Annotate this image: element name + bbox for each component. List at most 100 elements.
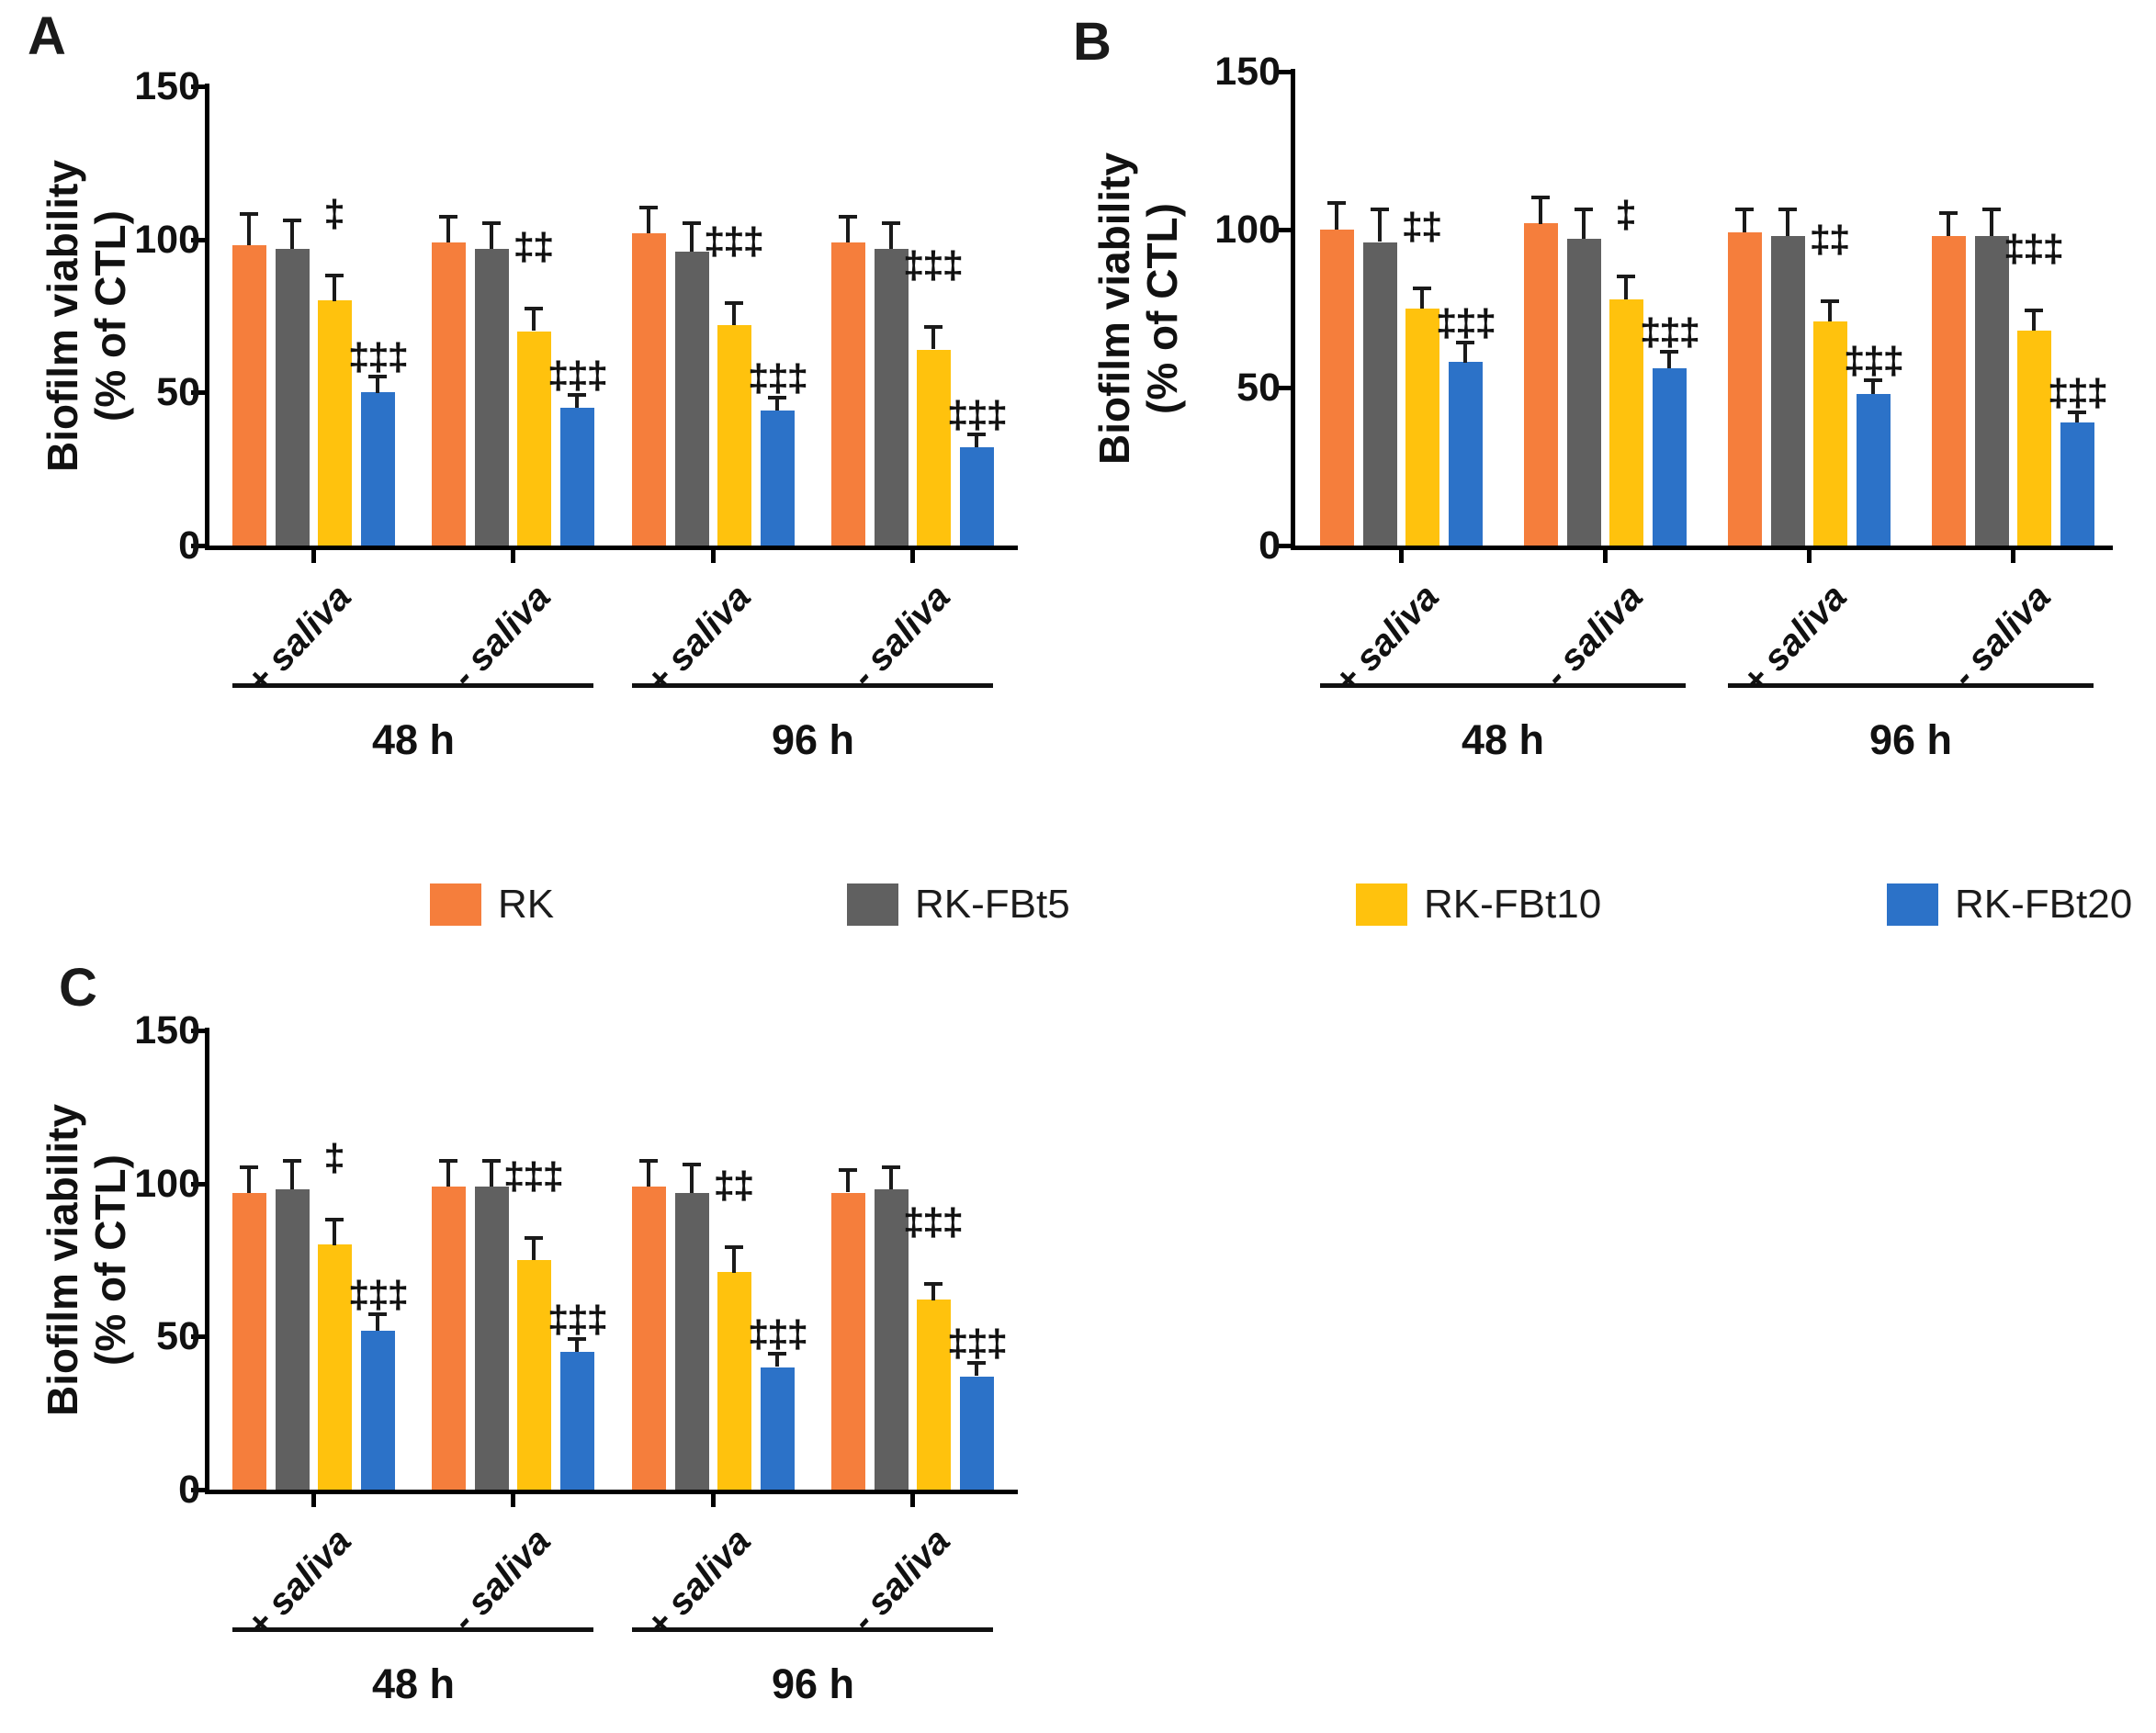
bar-RK-FBt20 <box>361 1331 395 1490</box>
error-bar-cap <box>967 1361 986 1365</box>
bar-RK-FBt20 <box>960 447 994 546</box>
y-tick <box>191 390 205 395</box>
sig-annotation-above: ‡‡ <box>713 1164 755 1207</box>
sig-annotation-side: ‡‡‡ <box>547 1298 608 1341</box>
error-bar-cap <box>768 396 786 399</box>
bar-RK-FBt20 <box>761 411 795 546</box>
error-bar <box>1624 277 1628 299</box>
error-bar-cap <box>639 206 658 209</box>
bar-RK-FBt10 <box>2017 331 2051 546</box>
error-bar <box>1378 210 1382 242</box>
panel-letter-c: C <box>59 958 97 1018</box>
bar-RK-FBt5 <box>675 252 709 546</box>
error-bar <box>446 218 450 242</box>
y-axis-title-a: Biofilm viability (% of CTL) <box>32 59 142 573</box>
sig-annotation-above: ‡ <box>323 192 344 235</box>
error-bar <box>690 1165 694 1193</box>
error-bar-cap <box>1575 208 1593 211</box>
error-bar <box>247 215 251 245</box>
bar-RK-FBt10 <box>517 1260 551 1490</box>
x-group-label: - saliva <box>444 1521 559 1640</box>
sig-annotation-side: ‡‡‡ <box>347 335 409 378</box>
x-tick <box>711 550 716 563</box>
error-bar <box>1667 353 1671 368</box>
error-bar-cap <box>1413 287 1431 290</box>
sig-annotation-above: ‡‡‡ <box>502 1154 564 1198</box>
bar-RK-FBt5 <box>1975 236 2009 546</box>
bar-RK-FBt10 <box>917 1300 951 1490</box>
error-bar <box>732 1248 736 1273</box>
error-bar <box>1786 210 1789 236</box>
y-axis-title-line1: Biofilm viability <box>1090 152 1139 465</box>
sig-annotation-above: ‡‡‡ <box>2003 227 2064 270</box>
error-bar-cap <box>1864 378 1882 382</box>
time-label: 96 h <box>771 716 855 763</box>
bar-RK-FBt20 <box>560 408 594 546</box>
error-bar <box>532 1239 536 1260</box>
time-label: 48 h <box>371 716 456 763</box>
error-bar <box>1828 302 1832 321</box>
legend-label: RK <box>498 882 555 927</box>
bar-RK <box>432 1187 466 1490</box>
sig-annotation-above: ‡‡ <box>1401 205 1443 248</box>
panel-letter-a: A <box>28 6 66 66</box>
error-bar-cap <box>1456 341 1474 344</box>
bar-RK-FBt5 <box>475 249 509 546</box>
error-bar <box>690 224 694 252</box>
bar-RK-FBt10 <box>517 332 551 546</box>
x-group-label: - saliva <box>843 1521 959 1640</box>
sig-annotation-side: ‡‡‡ <box>946 1322 1008 1365</box>
bar-RK-FBt5 <box>276 249 310 546</box>
error-bar-cap <box>1778 208 1797 211</box>
error-bar-cap <box>283 219 301 222</box>
error-bar <box>889 224 893 249</box>
sig-annotation-above: ‡‡ <box>1809 218 1851 261</box>
error-bar <box>490 1162 493 1187</box>
sig-annotation-side: ‡‡‡ <box>1639 310 1700 354</box>
sig-annotation-side: ‡‡‡ <box>1843 339 1904 382</box>
error-bar <box>446 1162 450 1187</box>
error-bar <box>647 208 650 233</box>
legend-swatch-rk <box>430 883 481 926</box>
bar-RK-FBt10 <box>318 1244 352 1490</box>
y-axis-title-line1: Biofilm viability <box>39 1104 87 1416</box>
y-axis <box>1291 69 1295 550</box>
time-label: 96 h <box>1868 716 1953 763</box>
x-tick <box>1807 550 1812 563</box>
x-tick <box>511 550 515 563</box>
error-bar <box>376 1315 379 1331</box>
error-bar <box>290 221 294 249</box>
y-tick <box>1277 228 1291 232</box>
time-bracket <box>1320 683 1686 688</box>
x-tick <box>711 1494 716 1507</box>
error-bar-cap <box>1327 201 1346 205</box>
error-bar-cap <box>1371 208 1389 211</box>
y-tick-label: 150 <box>134 1008 200 1052</box>
error-bar <box>931 1285 935 1300</box>
bar-RK-FBt5 <box>1363 242 1397 546</box>
sig-annotation-above: ‡ <box>323 1136 344 1179</box>
error-bar-cap <box>683 221 701 225</box>
error-bar-cap <box>1660 350 1678 354</box>
x-group-label: - saliva <box>1944 577 2060 696</box>
error-bar <box>1871 381 1875 394</box>
bar-RK-FBt20 <box>560 1352 594 1490</box>
bar-RK <box>232 245 266 546</box>
bar-RK-FBt5 <box>1771 236 1805 546</box>
error-bar-cap <box>1982 208 2001 211</box>
error-bar-cap <box>1735 208 1754 211</box>
x-tick <box>511 1494 515 1507</box>
sig-annotation-side: ‡‡‡ <box>747 1312 808 1356</box>
sig-annotation-above: ‡‡ <box>513 225 555 268</box>
y-tick <box>191 1029 205 1033</box>
y-tick <box>191 1334 205 1339</box>
error-bar <box>333 276 336 301</box>
error-bar-cap <box>1939 211 1958 215</box>
bar-RK-FBt20 <box>960 1377 994 1490</box>
bar-RK-FBt20 <box>1653 368 1687 546</box>
error-bar-cap <box>2068 411 2086 414</box>
sig-annotation-above: ‡‡‡ <box>902 243 964 287</box>
legend-label: RK-FBt10 <box>1424 882 1602 927</box>
y-tick <box>191 1182 205 1187</box>
y-tick <box>191 1488 205 1492</box>
